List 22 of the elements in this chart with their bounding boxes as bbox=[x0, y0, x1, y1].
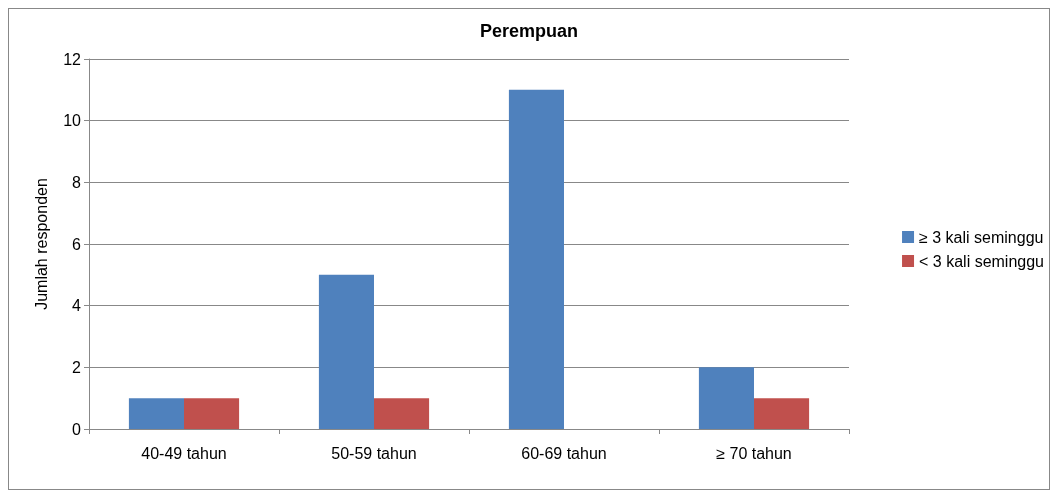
y-tick-label: 0 bbox=[72, 420, 82, 438]
x-tick-label: ≥ 70 tahun bbox=[716, 444, 792, 462]
legend-label: ≥ 3 kali seminggu bbox=[919, 228, 1044, 246]
x-tick-label: 50-59 tahun bbox=[331, 444, 417, 462]
y-tick-label: 12 bbox=[63, 50, 82, 68]
x-tick-label: 60-69 tahun bbox=[521, 444, 607, 462]
chart-title: Perempuan bbox=[479, 21, 579, 41]
y-tick-label: 8 bbox=[72, 173, 82, 191]
bar bbox=[754, 398, 810, 429]
legend-label: < 3 kali seminggu bbox=[919, 252, 1045, 270]
y-tick-label: 4 bbox=[72, 297, 82, 315]
bar bbox=[128, 398, 184, 429]
y-tick-label: 6 bbox=[72, 235, 82, 253]
x-tick-label: 40-49 tahun bbox=[141, 444, 227, 462]
bar bbox=[508, 89, 564, 429]
y-axis-title: Jumlah responden bbox=[32, 178, 50, 310]
bar bbox=[374, 398, 430, 429]
bar bbox=[184, 398, 240, 429]
y-tick-label: 2 bbox=[72, 358, 82, 376]
bar bbox=[318, 274, 374, 429]
y-tick-label: 10 bbox=[63, 112, 82, 130]
bar bbox=[698, 367, 754, 429]
